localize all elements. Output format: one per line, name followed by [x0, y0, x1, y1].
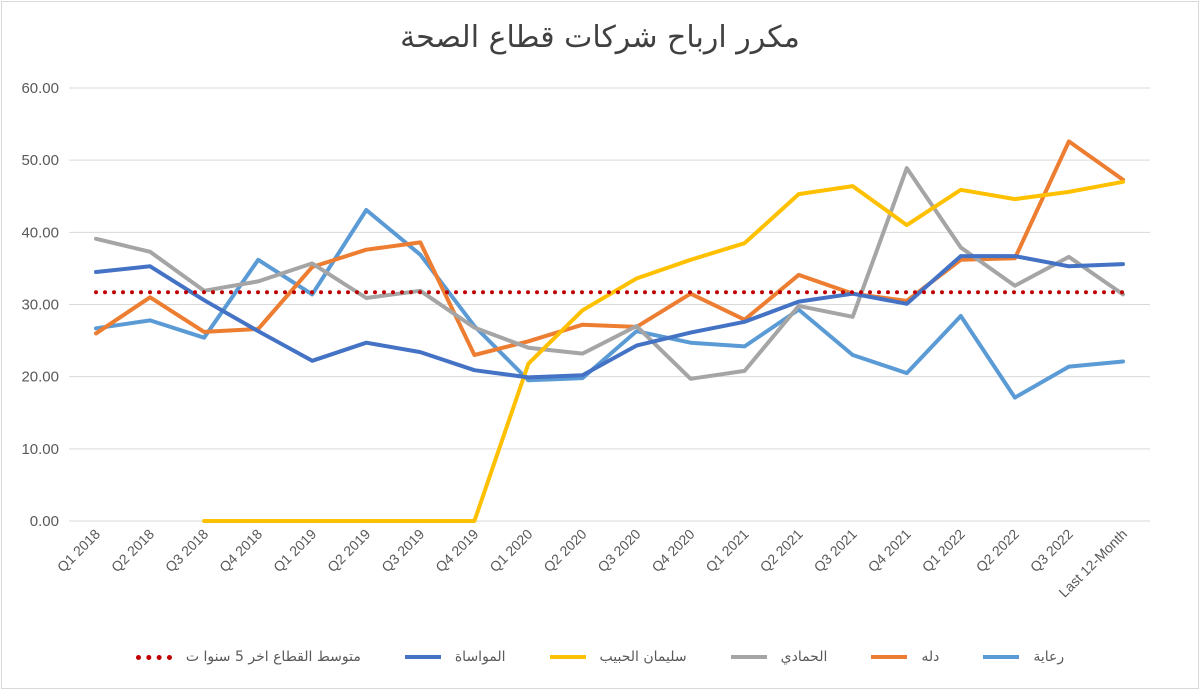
x-tick-label: Q4 2021 — [865, 526, 914, 575]
x-tick-label: Q2 2018 — [108, 526, 157, 575]
x-tick-label: Q4 2020 — [648, 526, 697, 575]
x-tick-label: Q3 2022 — [1027, 526, 1076, 575]
y-tick-label: 0.00 — [30, 513, 59, 530]
x-tick-label: Q2 2022 — [973, 526, 1022, 575]
legend-item: سليمان الحبيب — [549, 649, 687, 665]
x-tick-label: Q3 2019 — [378, 526, 427, 575]
y-tick-label: 20.00 — [21, 369, 59, 386]
y-tick-label: 30.00 — [21, 297, 59, 314]
series-line — [202, 179, 1125, 523]
series-line — [94, 208, 1125, 400]
legend-swatch — [549, 655, 586, 659]
x-tick-label: Q1 2018 — [54, 526, 103, 575]
legend-item: المواساة — [404, 649, 506, 665]
y-tick-label: 60.00 — [21, 80, 59, 97]
x-tick-label: Q3 2021 — [811, 526, 860, 575]
x-tick-label: Q3 2018 — [162, 526, 211, 575]
legend-item: متوسط القطاع اخر 5 سنوا ت — [135, 649, 361, 665]
legend-label: رعاية — [1033, 649, 1065, 665]
legend-label: متوسط القطاع اخر 5 سنوا ت — [185, 649, 361, 665]
x-tick-label: Q1 2021 — [702, 526, 751, 575]
legend-item: الحمادي — [730, 649, 828, 665]
y-tick-label: 40.00 — [21, 224, 59, 241]
x-tick-label: Q1 2020 — [486, 526, 535, 575]
legend-label: الحمادي — [780, 649, 828, 665]
x-tick-label: Q2 2021 — [756, 526, 805, 575]
x-tick-label: Q2 2019 — [324, 526, 373, 575]
legend-swatch — [135, 654, 172, 660]
x-tick-label: Q2 2020 — [540, 526, 589, 575]
legend-label: سليمان الحبيب — [599, 649, 687, 665]
y-tick-label: 50.00 — [21, 152, 59, 169]
legend-swatch — [871, 655, 908, 659]
legend-swatch — [730, 655, 767, 659]
x-tick-label: Q1 2022 — [919, 526, 968, 575]
chart-title: مكرر ارباح شركات قطاع الصحة — [400, 20, 800, 55]
legend-swatch — [983, 655, 1020, 659]
legend-item: دله — [871, 649, 939, 665]
y-tick-label: 10.00 — [21, 441, 59, 458]
legend-swatch — [404, 655, 441, 659]
series-line — [94, 139, 1125, 357]
legend-label: المواساة — [454, 649, 506, 665]
x-tick-label: Q3 2020 — [594, 526, 643, 575]
series-line — [94, 166, 1125, 381]
series-line — [94, 254, 1125, 380]
legend-item: رعاية — [983, 649, 1064, 665]
chart-legend: رعاية دله الحمادي سليمان الحبيب المواساة متوس… — [0, 645, 1200, 669]
x-tick-label: Q4 2018 — [216, 526, 265, 575]
legend-label: دله — [921, 649, 940, 665]
x-tick-label: Q1 2019 — [270, 526, 319, 575]
x-tick-label: Q4 2019 — [432, 526, 481, 575]
